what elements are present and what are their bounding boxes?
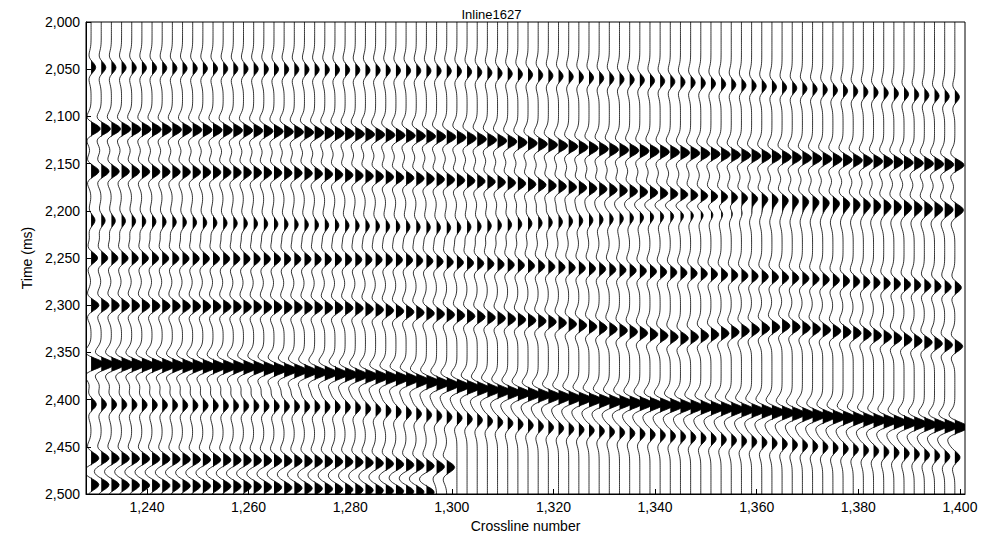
svg-text:1,280: 1,280 (333, 499, 368, 515)
svg-text:2,300: 2,300 (45, 297, 80, 313)
svg-text:1,400: 1,400 (942, 499, 977, 515)
svg-text:2,050: 2,050 (45, 61, 80, 77)
svg-text:2,350: 2,350 (45, 344, 80, 360)
svg-text:1,380: 1,380 (841, 499, 876, 515)
svg-text:2,500: 2,500 (45, 486, 80, 502)
svg-text:2,200: 2,200 (45, 203, 80, 219)
svg-text:2,250: 2,250 (45, 250, 80, 266)
svg-text:Time (ms): Time (ms) (19, 227, 35, 289)
svg-text:2,150: 2,150 (45, 156, 80, 172)
svg-text:2,400: 2,400 (45, 392, 80, 408)
svg-text:1,320: 1,320 (536, 499, 571, 515)
svg-text:1,240: 1,240 (129, 499, 164, 515)
svg-text:2,100: 2,100 (45, 108, 80, 124)
svg-text:1,300: 1,300 (434, 499, 469, 515)
svg-text:1,340: 1,340 (638, 499, 673, 515)
svg-text:Crossline number: Crossline number (471, 518, 581, 534)
svg-text:Inline1627: Inline1627 (462, 7, 522, 22)
svg-text:1,360: 1,360 (739, 499, 774, 515)
svg-text:2,450: 2,450 (45, 439, 80, 455)
svg-text:2,000: 2,000 (45, 14, 80, 30)
svg-text:1,260: 1,260 (231, 499, 266, 515)
